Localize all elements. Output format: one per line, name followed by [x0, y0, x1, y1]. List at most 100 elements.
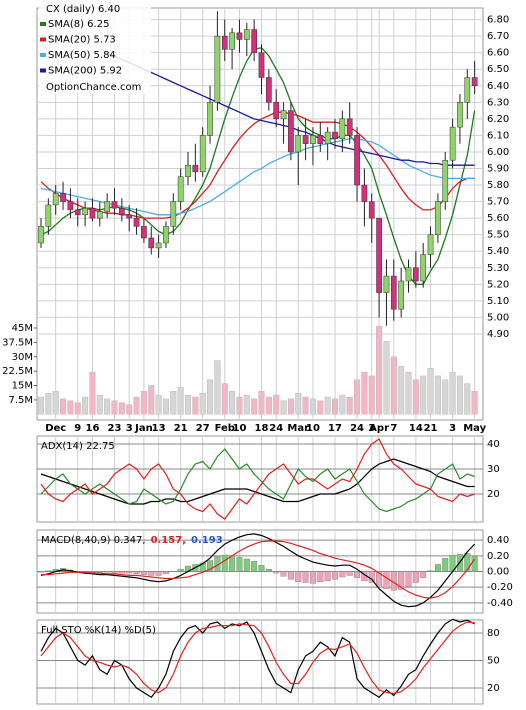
- panel-title-part: 0.157,: [151, 535, 186, 546]
- candle-body: [192, 164, 199, 173]
- panel-title-part: MACD(8,40,9) 0.347,: [41, 535, 146, 546]
- candle-body: [221, 35, 228, 50]
- panel-title-part: 0.193: [191, 535, 223, 546]
- candle-body: [280, 110, 287, 120]
- volume-bar: [104, 398, 111, 415]
- candle-body: [52, 193, 59, 206]
- histogram-bar: [376, 571, 383, 588]
- candle-body: [464, 77, 471, 103]
- candle-body: [251, 29, 258, 53]
- x-tick-label: 10: [306, 423, 320, 434]
- histogram-bar: [229, 555, 236, 572]
- volume-bar: [287, 398, 294, 415]
- volume-bar: [405, 371, 412, 415]
- y-tick-label: 6.70: [487, 31, 509, 42]
- panel-frame: [36, 619, 484, 705]
- volume-bar: [148, 385, 155, 415]
- histogram-bar: [309, 571, 316, 584]
- histogram-bar: [405, 571, 412, 587]
- y-tick-label: 6.60: [487, 48, 509, 59]
- candle-body: [185, 164, 191, 178]
- x-tick-label: May: [463, 423, 486, 434]
- y-tick-label: 5.10: [487, 296, 509, 307]
- candle-body: [229, 32, 235, 50]
- y-tick-label: 4.90: [487, 329, 509, 340]
- volume-bar: [140, 391, 147, 415]
- candle-body: [60, 193, 66, 202]
- histogram-bar: [265, 568, 272, 572]
- candle-body: [442, 159, 449, 202]
- y-tick-label: 6.40: [487, 81, 509, 92]
- y-tick-label: 6.50: [487, 64, 509, 75]
- volume-bar: [317, 400, 324, 415]
- candle-body: [273, 102, 280, 120]
- volume-tick-label: 7.5M: [8, 395, 33, 406]
- histogram-bar: [464, 553, 471, 572]
- histogram-bar: [339, 571, 346, 578]
- candle-body: [420, 254, 427, 282]
- candle-body: [457, 102, 463, 128]
- legend-box: [39, 2, 151, 94]
- candle-body: [324, 131, 331, 144]
- volume-bar: [273, 394, 280, 415]
- candle-body: [82, 207, 88, 216]
- candle-body: [317, 135, 324, 144]
- legend: CX (daily) 6.40 SMA(8) 6.25 SMA(20) 5.73 SM…: [39, 2, 151, 94]
- volume-bar: [177, 387, 184, 415]
- candle-body: [45, 204, 52, 227]
- y-tick-label: 5.30: [487, 263, 509, 274]
- y-tick-label: 6.30: [487, 97, 509, 108]
- candle-body: [148, 237, 155, 249]
- candle-body: [119, 207, 125, 216]
- candle-body: [67, 201, 74, 211]
- sma-line: [40, 111, 475, 219]
- x-tick-label: Apr: [369, 423, 389, 434]
- candle-body: [449, 126, 456, 161]
- volume-bar: [295, 392, 302, 415]
- candle-body: [258, 52, 265, 78]
- volume-bar: [133, 396, 140, 415]
- histogram-bar: [45, 570, 52, 572]
- y-tick-label: -0.20: [487, 582, 513, 593]
- histogram-bar: [199, 562, 206, 572]
- x-tick-label: Feb: [215, 423, 235, 434]
- volume-bar: [309, 398, 316, 415]
- indicator-line: [40, 621, 475, 695]
- y-tick-label: 5.00: [487, 312, 509, 323]
- histogram-bar: [412, 571, 419, 583]
- volume-bar: [368, 375, 375, 415]
- histogram-bar: [346, 571, 353, 576]
- candle-body: [141, 226, 147, 239]
- candle-body: [346, 118, 353, 136]
- volume-tick-label: 37.5M: [2, 337, 33, 348]
- y-tick-label: 0.00: [487, 567, 509, 578]
- volume-tick-label: 45M: [12, 323, 33, 334]
- candle-body: [288, 110, 294, 153]
- volume-bar: [38, 396, 45, 415]
- candle-body: [361, 184, 368, 202]
- histogram-bar: [317, 571, 324, 582]
- histogram-bar: [302, 571, 309, 583]
- y-tick-label: 0.40: [487, 535, 509, 546]
- histogram-bar: [118, 571, 125, 574]
- volume-bar: [170, 391, 177, 415]
- candle-body: [74, 209, 81, 216]
- legend-entry: SMA(50) 5.84: [48, 50, 116, 61]
- y-tick-label: 50: [487, 656, 500, 667]
- y-tick-label: 80: [487, 628, 500, 639]
- candle-body: [376, 217, 382, 293]
- candle-body: [266, 77, 272, 103]
- volume-bar: [74, 402, 81, 415]
- panel-title: Full STO %K(14) %D(5): [41, 625, 156, 636]
- x-tick-label: Dec: [45, 423, 66, 434]
- candle-body: [398, 280, 404, 310]
- indicator-line: [40, 448, 475, 513]
- candle-body: [199, 135, 206, 173]
- histogram-bar: [243, 558, 250, 572]
- histogram-bar: [287, 571, 294, 580]
- candle-body: [243, 29, 250, 40]
- y-tick-label: 20: [487, 489, 500, 500]
- x-tick-label: 3: [368, 423, 375, 434]
- source-label: OptionChance.com: [46, 82, 141, 93]
